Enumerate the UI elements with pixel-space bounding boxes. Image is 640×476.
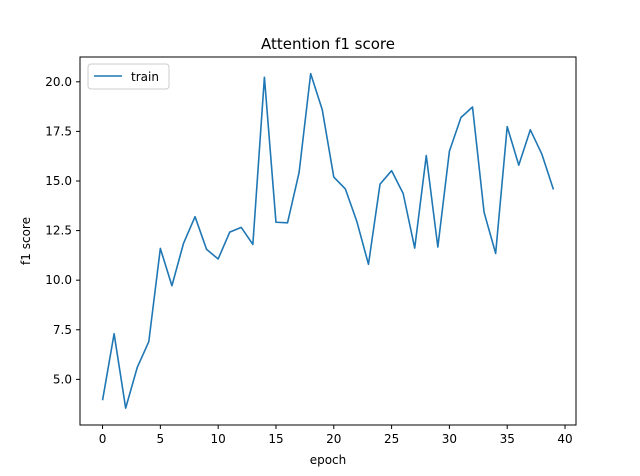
x-tick-label: 35 — [500, 432, 515, 446]
series-line-train — [101, 72, 555, 409]
x-tick-label: 15 — [268, 432, 283, 446]
x-tick-label: 0 — [99, 432, 107, 446]
y-tick-label: 7.5 — [53, 323, 72, 337]
y-tick-label: 20.0 — [45, 75, 72, 89]
legend-box — [87, 63, 170, 90]
x-tick-label: 10 — [211, 432, 226, 446]
x-tick-label: 30 — [442, 432, 457, 446]
x-tick-label: 40 — [557, 432, 572, 446]
y-axis-label: f1 score — [19, 217, 33, 265]
y-tick-label: 12.5 — [45, 224, 72, 238]
axes-frame — [79, 56, 577, 426]
legend: train — [87, 63, 170, 90]
plot-area: 0 5 10 15 20 25 30 35 40 5.0 7.5 10.0 12.5 15.0 17.5 20… — [45, 72, 573, 446]
y-tick-label: 15.0 — [45, 174, 72, 188]
legend-label-train: train — [131, 70, 159, 84]
y-tick-label: 17.5 — [45, 124, 72, 138]
x-tick-label: 5 — [157, 432, 165, 446]
chart-title: Attention f1 score — [261, 35, 395, 53]
x-tick-label: 25 — [384, 432, 399, 446]
y-tick-label: 10.0 — [45, 273, 72, 287]
x-tick-label: 20 — [326, 432, 341, 446]
y-tick-label: 5.0 — [53, 372, 72, 386]
x-axis-label: epoch — [310, 453, 347, 467]
